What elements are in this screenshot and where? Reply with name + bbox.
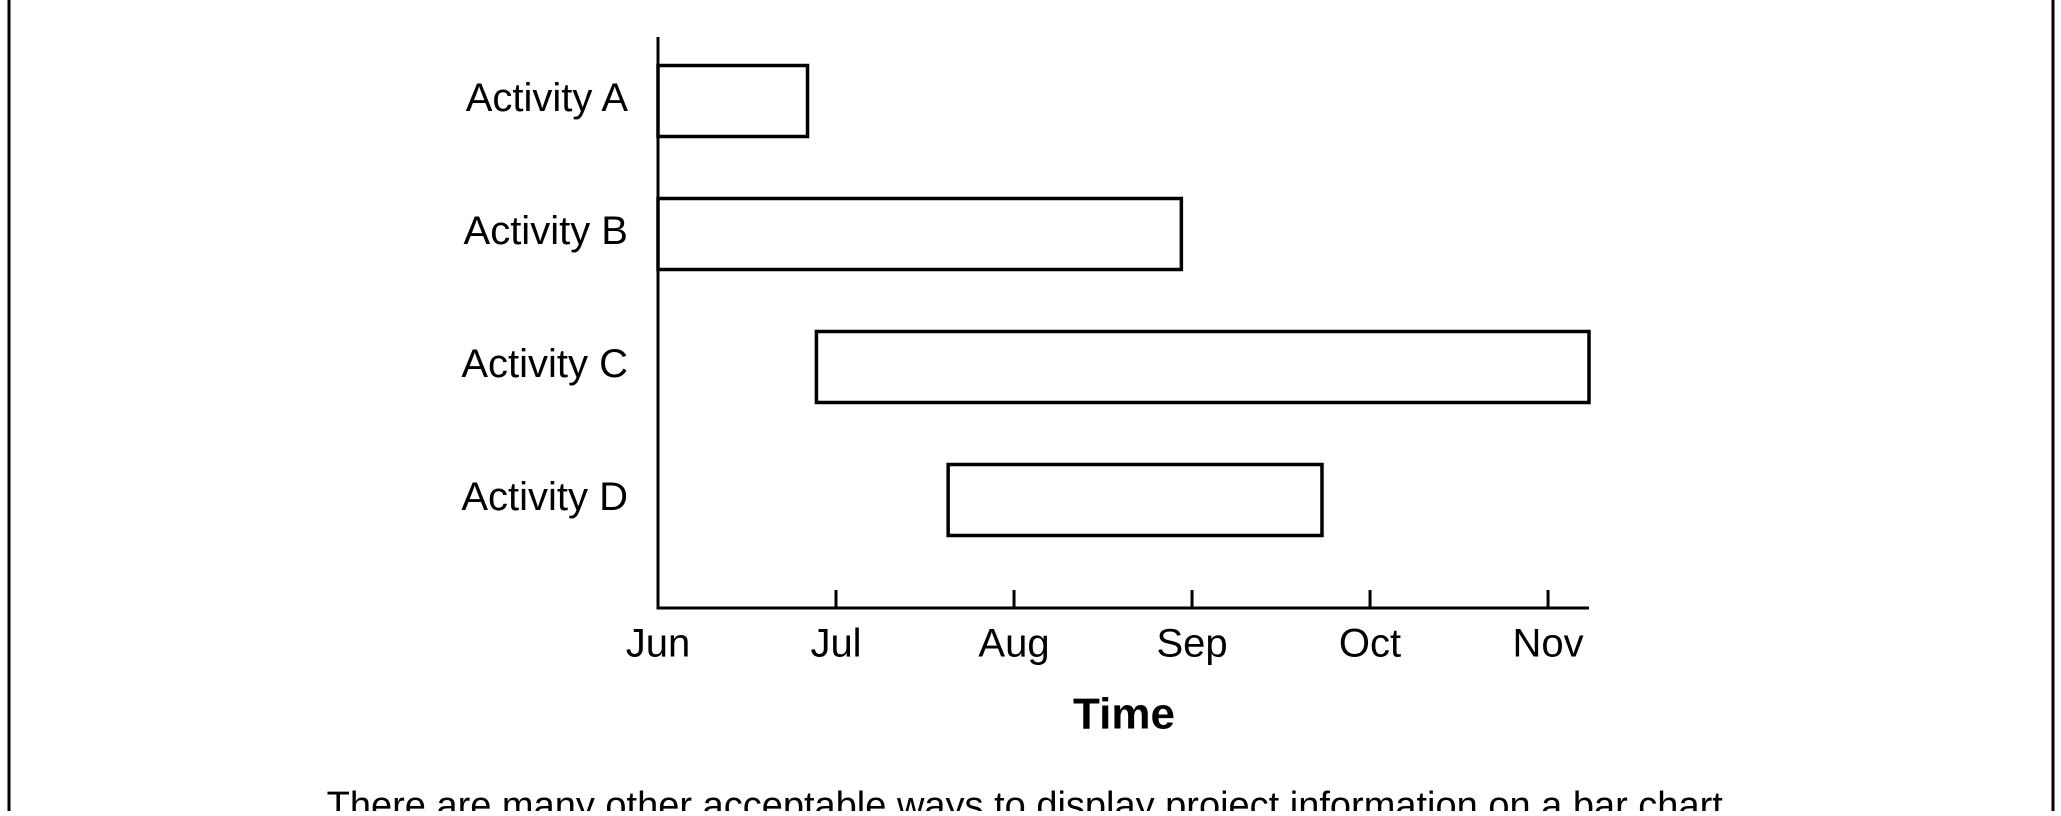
bar — [946, 462, 1324, 538]
bar — [656, 63, 810, 139]
bar — [814, 329, 1591, 405]
y-tick-label: Activity D — [461, 475, 628, 519]
x-tick-label: Nov — [1512, 622, 1583, 666]
y-tick-label: Activity C — [461, 342, 628, 386]
x-tick-label: Aug — [978, 622, 1049, 666]
caption: There are many other acceptable ways to … — [327, 785, 1734, 811]
x-tick-label: Oct — [1339, 622, 1401, 666]
x-axis-title: Time — [1073, 690, 1175, 739]
bar — [656, 196, 1184, 272]
x-tick-label: Sep — [1156, 622, 1227, 666]
y-tick-label: Activity B — [464, 209, 628, 253]
y-tick-label: Activity A — [466, 76, 629, 120]
x-tick-label: Jun — [626, 622, 691, 666]
x-tick-label: Jul — [810, 622, 861, 666]
